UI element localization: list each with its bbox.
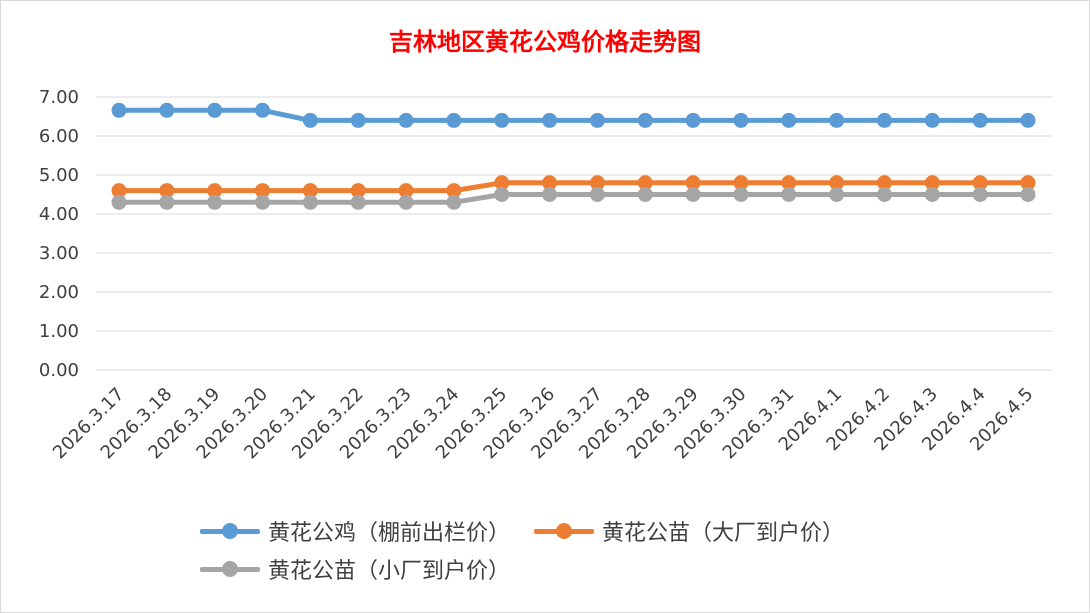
- legend-label-series-2: 黄花公苗（大厂到户价）: [602, 521, 845, 546]
- data-point: [398, 112, 414, 128]
- data-point: [685, 187, 701, 202]
- legend-marker-series-3: [222, 561, 238, 577]
- data-point: [733, 175, 749, 191]
- data-point: [111, 183, 127, 199]
- data-point: [111, 102, 127, 118]
- y-tick-label: 2.00: [39, 282, 79, 303]
- data-point: [446, 112, 462, 128]
- chart-title: 吉林地区黄花公鸡价格走势图: [389, 27, 701, 56]
- data-point: [1020, 112, 1036, 128]
- data-point: [159, 183, 175, 199]
- y-tick-label: 5.00: [39, 165, 79, 186]
- data-point: [159, 194, 175, 210]
- legend: 黄花公鸡（棚前出栏价） 黄花公苗（大厂到户价） 黄花公苗（小厂到户价）: [200, 512, 960, 588]
- data-point: [350, 112, 366, 128]
- data-point: [542, 112, 558, 128]
- data-point: [829, 187, 845, 202]
- data-point: [972, 112, 988, 128]
- series-line-3: [116, 192, 1031, 205]
- legend-label-series-3: 黄花公苗（小厂到户价）: [268, 559, 511, 584]
- y-tick-label: 1.00: [39, 321, 79, 342]
- data-point: [637, 112, 653, 128]
- legend-item-series-2: 黄花公苗（大厂到户价）: [534, 515, 844, 547]
- data-point: [111, 194, 127, 210]
- y-tick-label: 4.00: [39, 204, 79, 225]
- data-point: [446, 183, 462, 199]
- legend-label-series-1: 黄花公鸡（棚前出栏价）: [268, 521, 511, 546]
- data-point: [781, 187, 797, 202]
- data-point: [302, 112, 318, 128]
- y-tick-label: 0.00: [39, 360, 79, 381]
- data-point: [924, 175, 940, 191]
- data-point: [494, 175, 510, 191]
- legend-item-series-1: 黄花公鸡（棚前出栏价）: [200, 515, 510, 547]
- data-point: [494, 187, 510, 202]
- legend-item-series-3: 黄花公苗（小厂到户价）: [200, 553, 510, 585]
- data-point: [924, 112, 940, 128]
- y-tick-label: 6.00: [39, 126, 79, 147]
- data-point: [972, 175, 988, 191]
- data-point: [302, 183, 318, 199]
- data-point: [446, 194, 462, 210]
- data-point: [350, 183, 366, 199]
- data-point: [207, 194, 223, 210]
- data-point: [159, 102, 175, 118]
- legend-swatch-series-3: [200, 559, 260, 579]
- data-point: [1020, 187, 1036, 202]
- data-point: [685, 112, 701, 128]
- data-point: [589, 175, 605, 191]
- series-lines: [111, 102, 1036, 210]
- data-point: [972, 187, 988, 202]
- data-point: [781, 112, 797, 128]
- data-point: [398, 183, 414, 199]
- data-point: [542, 187, 558, 202]
- legend-marker-series-1: [222, 523, 238, 539]
- data-point: [302, 194, 318, 210]
- data-point: [685, 175, 701, 191]
- data-point: [207, 183, 223, 199]
- y-tick-label: 3.00: [39, 243, 79, 264]
- data-point: [207, 102, 223, 118]
- data-point: [733, 187, 749, 202]
- data-point: [637, 187, 653, 202]
- data-point: [876, 187, 892, 202]
- data-point: [494, 112, 510, 128]
- series-line-2: [116, 180, 1031, 194]
- data-point: [589, 187, 605, 202]
- data-point: [255, 194, 271, 210]
- legend-row-2: 黄花公苗（小厂到户价）: [200, 550, 960, 588]
- legend-marker-series-2: [556, 523, 573, 539]
- legend-swatch-series-1: [200, 521, 260, 541]
- data-point: [733, 112, 749, 128]
- data-point: [781, 175, 797, 191]
- data-point: [398, 194, 414, 210]
- x-axis-ticks: 2026.3.172026.3.182026.3.192026.3.202026…: [49, 384, 1038, 464]
- data-point: [876, 112, 892, 128]
- grid-lines: [96, 96, 1052, 371]
- data-point: [876, 175, 892, 191]
- legend-swatch-series-2: [534, 521, 595, 541]
- data-point: [542, 175, 558, 191]
- y-axis-ticks: 0.00 1.00 2.00 3.00 4.00 5.00 6.00 7.00: [39, 87, 79, 381]
- data-point: [829, 175, 845, 191]
- data-point: [829, 112, 845, 128]
- data-point: [255, 102, 271, 118]
- series-3: [111, 187, 1036, 210]
- data-point: [589, 112, 605, 128]
- y-tick-label: 7.00: [39, 87, 79, 108]
- series-2: [111, 175, 1036, 199]
- data-point: [255, 183, 271, 199]
- series-1: [111, 102, 1036, 128]
- legend-row-1: 黄花公鸡（棚前出栏价） 黄花公苗（大厂到户价）: [200, 512, 960, 550]
- data-point: [1020, 175, 1036, 191]
- data-point: [350, 194, 366, 210]
- data-point: [637, 175, 653, 191]
- data-point: [924, 187, 940, 202]
- series-line-1: [116, 107, 1031, 123]
